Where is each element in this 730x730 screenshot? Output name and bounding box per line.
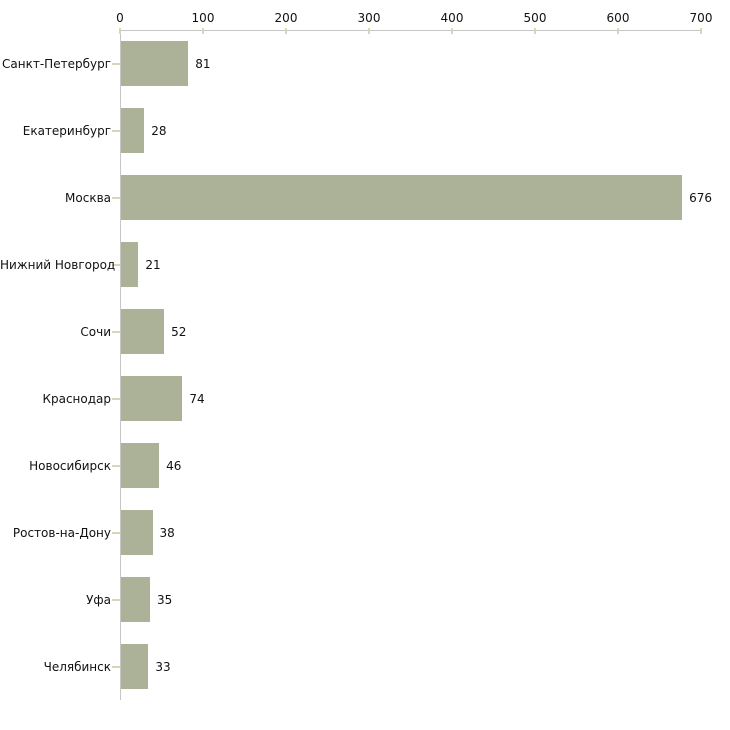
value-label: 28 <box>151 123 167 138</box>
y-tick-mark <box>112 397 120 400</box>
bar <box>121 443 160 488</box>
x-tick-mark <box>368 28 370 34</box>
y-tick-mark <box>112 196 120 199</box>
bar <box>121 644 149 689</box>
bar <box>121 510 153 555</box>
x-tick-label: 200 <box>274 11 298 25</box>
value-label: 35 <box>157 592 173 607</box>
x-tick-label: 0 <box>116 11 124 25</box>
y-tick-mark <box>112 129 120 132</box>
bar <box>121 242 139 287</box>
value-label: 46 <box>166 458 182 473</box>
x-tick-label: 500 <box>523 11 547 25</box>
x-tick-mark <box>119 28 121 34</box>
category-label: Ростов-на-Дону <box>12 525 111 540</box>
value-label: 38 <box>159 525 175 540</box>
category-label: Санкт-Петербург <box>2 56 111 71</box>
bar <box>121 175 683 220</box>
value-label: 676 <box>689 190 712 205</box>
x-tick-label: 100 <box>191 11 215 25</box>
value-label: 52 <box>171 324 187 339</box>
category-label: Москва <box>65 190 111 205</box>
x-tick-label: 600 <box>606 11 630 25</box>
y-tick-mark <box>112 531 120 534</box>
x-tick-mark <box>700 28 702 34</box>
x-tick-mark <box>617 28 619 34</box>
bar <box>121 376 183 421</box>
y-tick-mark <box>112 665 120 668</box>
y-axis-line <box>120 30 121 700</box>
bar <box>121 309 165 354</box>
value-label: 81 <box>195 56 211 71</box>
x-tick-mark <box>534 28 536 34</box>
category-label: Новосибирск <box>29 458 111 473</box>
bar <box>121 108 145 153</box>
y-tick-mark <box>112 330 120 333</box>
value-label: 21 <box>145 257 161 272</box>
y-tick-mark <box>112 464 120 467</box>
category-label: Челябинск <box>43 659 111 674</box>
category-label: Нижний Новгород <box>0 257 116 272</box>
category-label: Сочи <box>80 324 111 339</box>
x-tick-label: 300 <box>357 11 381 25</box>
y-tick-mark <box>112 263 120 266</box>
x-tick-label: 400 <box>440 11 464 25</box>
value-label: 74 <box>189 391 205 406</box>
category-label: Екатеринбург <box>22 123 111 138</box>
category-label: Уфа <box>86 592 111 607</box>
x-tick-mark <box>451 28 453 34</box>
bar <box>121 41 189 86</box>
value-label: 33 <box>155 659 171 674</box>
bar <box>121 577 151 622</box>
x-tick-label: 700 <box>689 11 713 25</box>
y-tick-mark <box>112 598 120 601</box>
x-tick-mark <box>202 28 204 34</box>
x-tick-mark <box>285 28 287 34</box>
x-axis-line <box>120 30 702 31</box>
y-tick-mark <box>112 62 120 65</box>
category-label: Краснодар <box>42 391 111 406</box>
